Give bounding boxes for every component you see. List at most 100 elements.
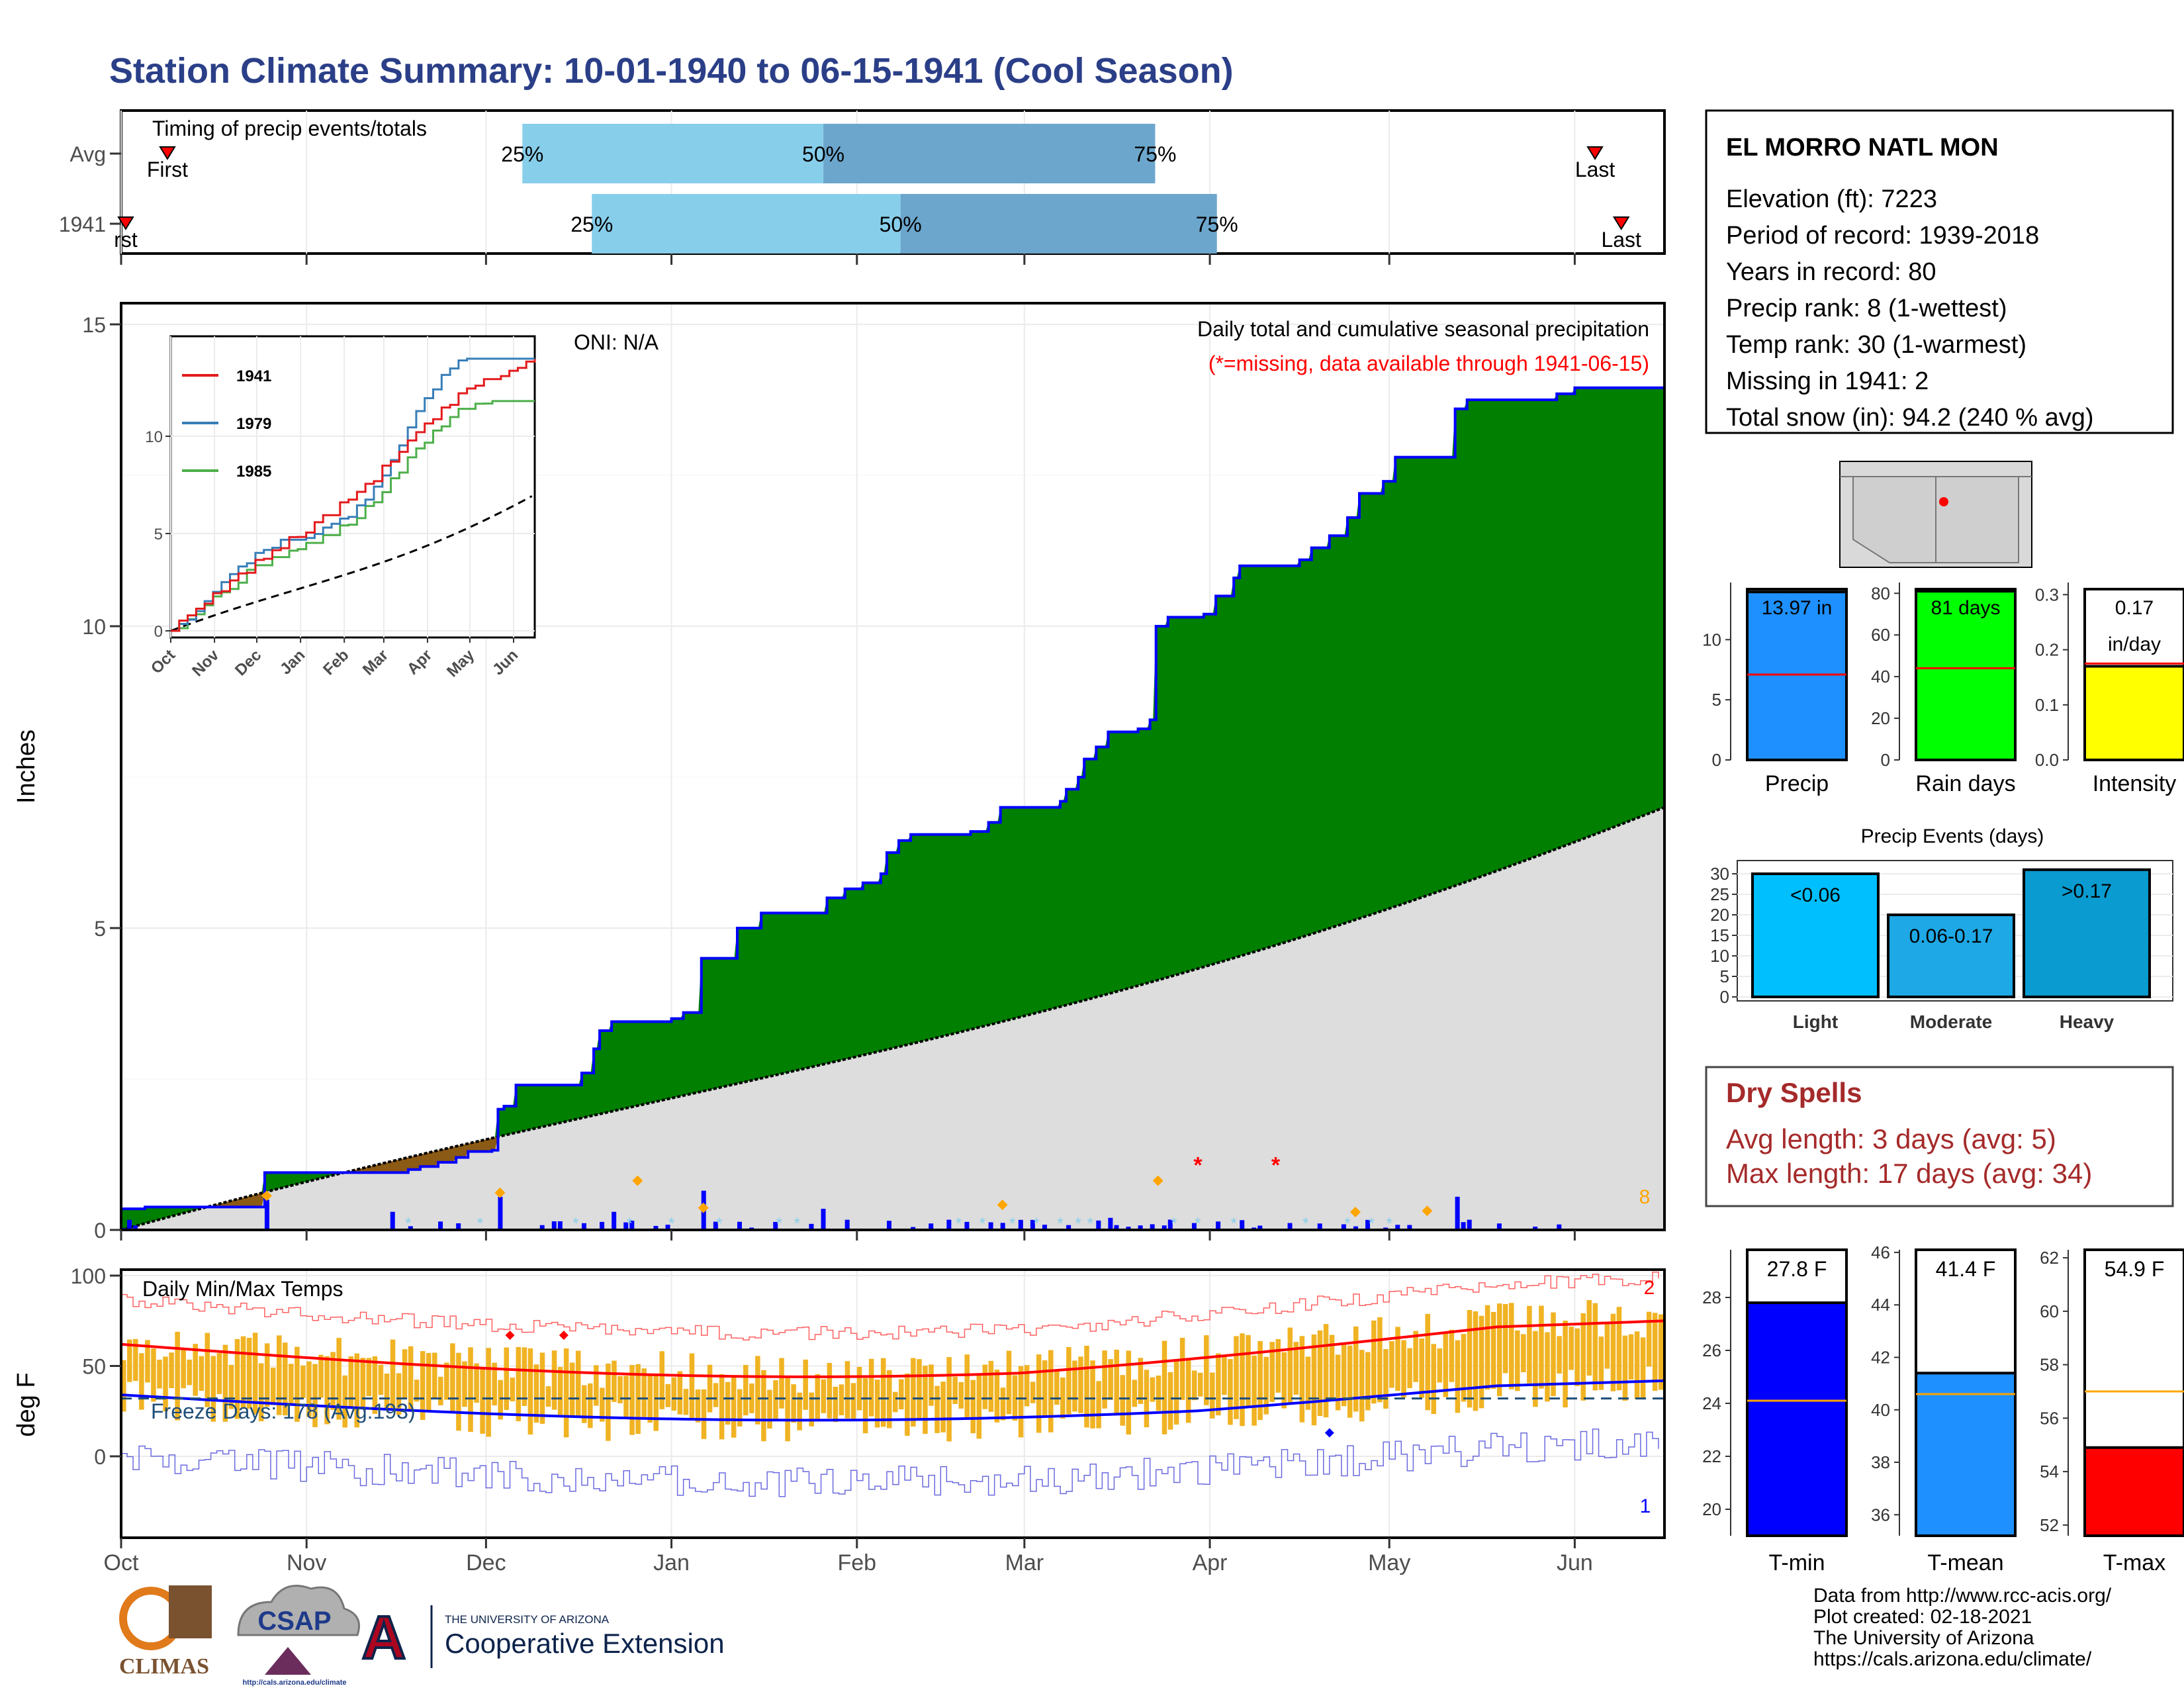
daily-temp-bar <box>833 1386 839 1423</box>
daily-temp-bar <box>874 1380 880 1428</box>
precip-total-bar: 0 5 10 13.97 in Precip <box>1702 583 1848 796</box>
daily-temp-bar <box>1012 1375 1018 1421</box>
daily-temp-bar <box>880 1358 886 1427</box>
daily-temp-bar <box>773 1380 778 1420</box>
daily-temp-bar <box>1604 1323 1610 1369</box>
daily-precip-bar <box>1240 1220 1245 1230</box>
x-tick-label: Jan <box>653 1550 690 1575</box>
daily-temp-bar <box>653 1374 659 1431</box>
daily-temp-bar <box>1569 1327 1574 1370</box>
daily-temp-bar <box>1473 1311 1479 1411</box>
daily-temp-bar <box>444 1362 449 1400</box>
inset-y-tick-label: 5 <box>154 526 163 543</box>
daily-temp-bar <box>1000 1387 1006 1421</box>
daily-temp-bar <box>1060 1377 1066 1419</box>
oni-label: ONI: N/A <box>574 330 659 354</box>
daily-temp-bar <box>295 1346 300 1422</box>
daily-temp-bar <box>1114 1349 1119 1414</box>
x-tick-label: May <box>1368 1550 1410 1575</box>
daily-temp-bar <box>1120 1375 1126 1426</box>
daily-temp-bar <box>1610 1313 1616 1391</box>
y-tick-label: 44 <box>1871 1295 1890 1315</box>
daily-temp-bar <box>1502 1303 1508 1374</box>
daily-temp-bar <box>1240 1333 1245 1427</box>
record-diamond <box>1152 1175 1163 1186</box>
daily-temp-bar <box>1156 1376 1161 1411</box>
daily-temp-bar <box>283 1342 288 1416</box>
daily-precip-bar <box>844 1219 850 1230</box>
daily-precip-bar <box>390 1211 395 1230</box>
daily-temp-bar <box>205 1333 210 1407</box>
y-tick-label: 0 <box>1720 987 1729 1007</box>
daily-temp-bar <box>1527 1305 1532 1383</box>
daily-precip-bar <box>1395 1225 1400 1230</box>
daily-temp-bar <box>545 1386 551 1407</box>
daily-temp-bar <box>1646 1311 1652 1367</box>
precip-panel-frame <box>120 302 1666 1231</box>
snow-marker: * <box>776 1215 782 1233</box>
daily-temp-bar <box>1347 1345 1353 1418</box>
daily-temp-bar <box>1658 1314 1664 1390</box>
daily-precip-bar <box>713 1221 718 1230</box>
first-event-label: First <box>147 158 188 181</box>
daily-temp-bar <box>240 1336 246 1409</box>
daily-temp-bar <box>210 1356 216 1422</box>
csap-mountain-icon <box>265 1647 311 1675</box>
event-triangle <box>159 146 176 160</box>
freeze-days-label: Freeze Days: 178 (Avg:193) <box>151 1399 416 1423</box>
dry-spells-max: Max length: 17 days (avg: 34) <box>1726 1158 2092 1189</box>
daily-temp-bar <box>917 1359 922 1421</box>
daily-temp-bar <box>1090 1360 1095 1429</box>
daily-precip-bar <box>1461 1222 1466 1230</box>
mini-bar-value-label: 13.97 in <box>1762 597 1833 619</box>
climas-logo: CLIMAS <box>119 1654 209 1679</box>
daily-temp-bar <box>1496 1303 1502 1397</box>
daily-temp-bar <box>468 1347 473 1432</box>
daily-temp-bar <box>1467 1309 1473 1408</box>
daily-temp-bar <box>1359 1350 1365 1422</box>
daily-temp-bar <box>725 1382 731 1425</box>
daily-temp-bar <box>533 1364 539 1423</box>
legend-entry: 1985 <box>236 463 271 481</box>
daily-temp-bar <box>139 1353 144 1410</box>
inset-avg-line <box>170 495 533 632</box>
daily-temp-bar <box>1281 1352 1287 1409</box>
daily-temp-bar <box>1006 1350 1012 1415</box>
precip-header: Daily total and cumulative seasonal prec… <box>1197 317 1649 341</box>
inset-series-1979 <box>171 357 535 632</box>
temp-bar-value <box>1915 1372 2017 1537</box>
daily-temp-bar <box>354 1353 360 1428</box>
daily-temp-bar <box>612 1360 617 1402</box>
daily-temp-bar <box>1557 1336 1562 1374</box>
snow-marker: * <box>1387 1215 1392 1233</box>
record-low-count: 1 <box>1640 1495 1651 1517</box>
avg-max-line <box>120 1319 1665 1378</box>
ua-a-logo: A <box>362 1604 406 1671</box>
daily-temp-bar <box>1102 1350 1107 1409</box>
page-title: Station Climate Summary: 10-01-1940 to 0… <box>109 51 1234 91</box>
daily-precip-bar <box>1257 1225 1263 1230</box>
daily-temp-bar <box>911 1358 916 1427</box>
daily-temp-bar <box>480 1367 485 1434</box>
daily-temp-bar <box>342 1375 347 1428</box>
daily-temp-bar <box>659 1351 665 1409</box>
y-tick-label: 10 <box>82 615 106 639</box>
inset-series-1941 <box>171 359 536 632</box>
daily-temp-bar <box>246 1337 252 1409</box>
daily-temp-bar <box>1563 1321 1568 1408</box>
daily-temp-bar <box>886 1370 892 1429</box>
daily-temp-bar <box>606 1363 611 1441</box>
timing-title: Timing of precip events/totals <box>152 117 427 140</box>
daily-temp-bar <box>737 1389 743 1427</box>
snow-marker: * <box>1057 1215 1063 1233</box>
daily-temp-bar <box>952 1376 958 1404</box>
daily-temp-bar <box>671 1377 677 1411</box>
daily-temp-bar <box>1437 1348 1443 1383</box>
y-tick-label: 5 <box>1720 966 1729 986</box>
snow-marker: * <box>1344 1215 1350 1233</box>
daily-precip-bar <box>498 1196 503 1230</box>
climas-logo-block <box>169 1585 212 1638</box>
daily-temp-bar <box>569 1362 575 1417</box>
daily-temp-bar <box>850 1383 856 1421</box>
